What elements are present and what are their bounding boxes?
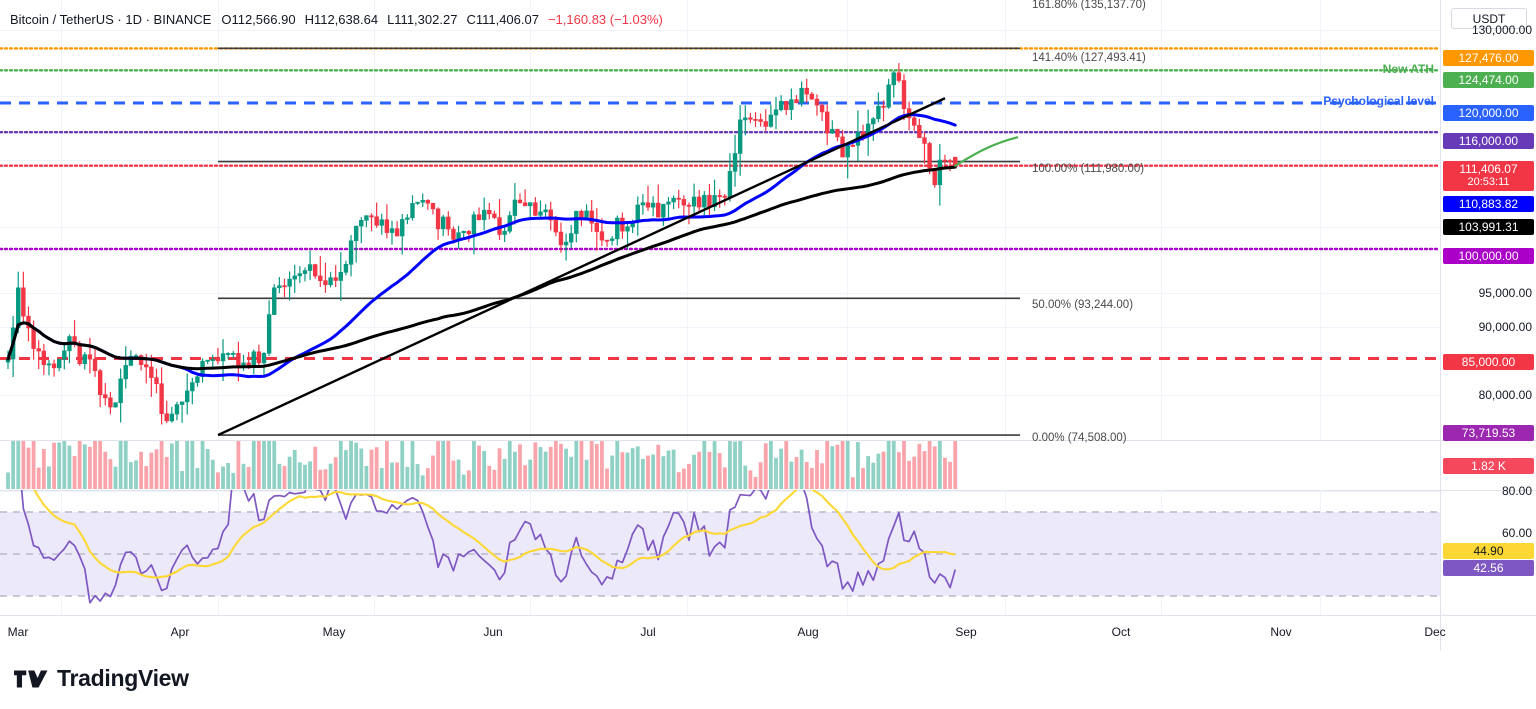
time-axis-label: Nov bbox=[1270, 625, 1292, 639]
price-axis-tick: 80,000.00 bbox=[1478, 388, 1532, 402]
price-axis-tick: 60.00 bbox=[1501, 526, 1532, 540]
currency-unit-badge[interactable]: USDT bbox=[1451, 8, 1527, 29]
last-price-pill[interactable]: 111,406.07 20:53:11 bbox=[1443, 161, 1534, 191]
volume-pane[interactable] bbox=[0, 440, 1440, 490]
time-axis-label: Sep bbox=[955, 625, 977, 639]
high-value: H112,638.64 bbox=[304, 11, 379, 27]
price-axis-pill[interactable]: 1.82 K bbox=[1443, 458, 1534, 474]
chart-annotation-label: New ATH bbox=[1382, 62, 1434, 76]
rsi-plot bbox=[0, 490, 1440, 604]
time-axis-label: Dec bbox=[1424, 625, 1446, 639]
price-axis-pill[interactable]: 85,000.00 bbox=[1443, 354, 1534, 370]
fib-level-label: 0.00% (74,508.00) bbox=[1032, 432, 1127, 444]
time-axis-label: Oct bbox=[1111, 625, 1131, 639]
price-axis-tick: 90,000.00 bbox=[1478, 320, 1532, 334]
price-axis[interactable]: USDT 130,000.00 95,000.00 90,000.00 80,000.… bbox=[1440, 0, 1536, 615]
price-axis-pill[interactable]: 120,000.00 bbox=[1443, 105, 1534, 121]
price-axis-pill[interactable]: 110,883.82 bbox=[1443, 196, 1534, 212]
fib-level-label: 100.00% (111,980.00) bbox=[1032, 163, 1145, 175]
chart-annotation-label: Psychological level bbox=[1323, 94, 1434, 108]
time-axis-label: Jul bbox=[640, 625, 656, 639]
chart-panes: 161.80% (135,137.70) 141.40% (127,493.41)… bbox=[0, 0, 1440, 615]
price-axis-pill[interactable]: 116,000.00 bbox=[1443, 133, 1534, 149]
volume-plot bbox=[6, 441, 958, 489]
fib-level-label: 50.00% (93,244.00) bbox=[1032, 299, 1134, 311]
time-axis-label: May bbox=[322, 625, 346, 639]
price-plot bbox=[0, 47, 1440, 437]
low-value: L111,302.27 bbox=[387, 11, 458, 27]
price-axis-tick: 80.00 bbox=[1501, 484, 1532, 498]
fib-level-label: 141.40% (127,493.41) bbox=[1032, 52, 1146, 64]
price-axis-pill[interactable]: 44.90 bbox=[1443, 543, 1534, 559]
price-axis-pill[interactable]: 103,991.31 bbox=[1443, 219, 1534, 235]
tradingview-logo[interactable]: TradingView bbox=[14, 665, 189, 692]
open-value: O112,566.90 bbox=[221, 11, 296, 27]
price-axis-pill[interactable]: 42.56 bbox=[1443, 560, 1534, 576]
change-value: −1,160.83 (−1.03%) bbox=[547, 11, 663, 27]
price-axis-pill[interactable]: 73,719.53 bbox=[1443, 425, 1534, 441]
ohlc-values: O112,566.90 H112,638.64 L111,302.27 C111… bbox=[221, 12, 539, 27]
price-axis-pill[interactable]: 124,474.00 bbox=[1443, 72, 1534, 88]
last-price-value: 111,406.07 bbox=[1459, 162, 1518, 176]
fib-level-label: 161.80% (135,137.70) bbox=[1032, 0, 1146, 11]
price-axis-pill[interactable]: 100,000.00 bbox=[1443, 248, 1534, 264]
price-pane[interactable] bbox=[0, 0, 1440, 440]
price-axis-pill[interactable]: 127,476.00 bbox=[1443, 50, 1534, 66]
time-axis-label: Mar bbox=[7, 625, 29, 639]
price-axis-tick: 95,000.00 bbox=[1478, 286, 1532, 300]
close-value: C111,406.07 bbox=[466, 11, 539, 27]
symbol-label[interactable]: Bitcoin / TetherUS · 1D · BINANCE bbox=[10, 11, 212, 27]
rsi-pane[interactable] bbox=[0, 490, 1440, 615]
footer: TradingView bbox=[0, 651, 1536, 709]
time-axis-label: Jun bbox=[483, 625, 503, 639]
tradingview-mark-icon bbox=[14, 670, 48, 687]
time-axis[interactable]: Mar Apr May Jun Jul Aug Sep Oct Nov Dec bbox=[0, 615, 1536, 652]
price-axis-tick: 130,000.00 bbox=[1471, 23, 1532, 37]
time-axis-label: Aug bbox=[797, 625, 819, 639]
time-axis-label: Apr bbox=[170, 625, 190, 639]
bar-countdown: 20:53:11 bbox=[1467, 176, 1510, 188]
tradingview-wordmark: TradingView bbox=[57, 665, 189, 691]
chart-legend: Bitcoin / TetherUS · 1D · BINANCE O112,5… bbox=[0, 10, 663, 28]
